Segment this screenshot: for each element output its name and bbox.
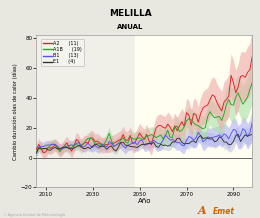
X-axis label: Año: Año: [138, 198, 151, 204]
Text: Emet: Emet: [213, 207, 235, 216]
Legend: A2      (11), A1B      (19), B1      (13), E1      (4): A2 (11), A1B (19), B1 (13), E1 (4): [41, 39, 84, 66]
Bar: [135, 35, 260, 187]
Text: © Agencia Estatal de Meteorología: © Agencia Estatal de Meteorología: [3, 213, 65, 217]
Text: ANUAL: ANUAL: [117, 24, 143, 30]
Y-axis label: Cambio duración olas de calor (días): Cambio duración olas de calor (días): [12, 63, 18, 160]
Text: A: A: [198, 205, 206, 216]
Text: MELILLA: MELILLA: [109, 9, 151, 18]
